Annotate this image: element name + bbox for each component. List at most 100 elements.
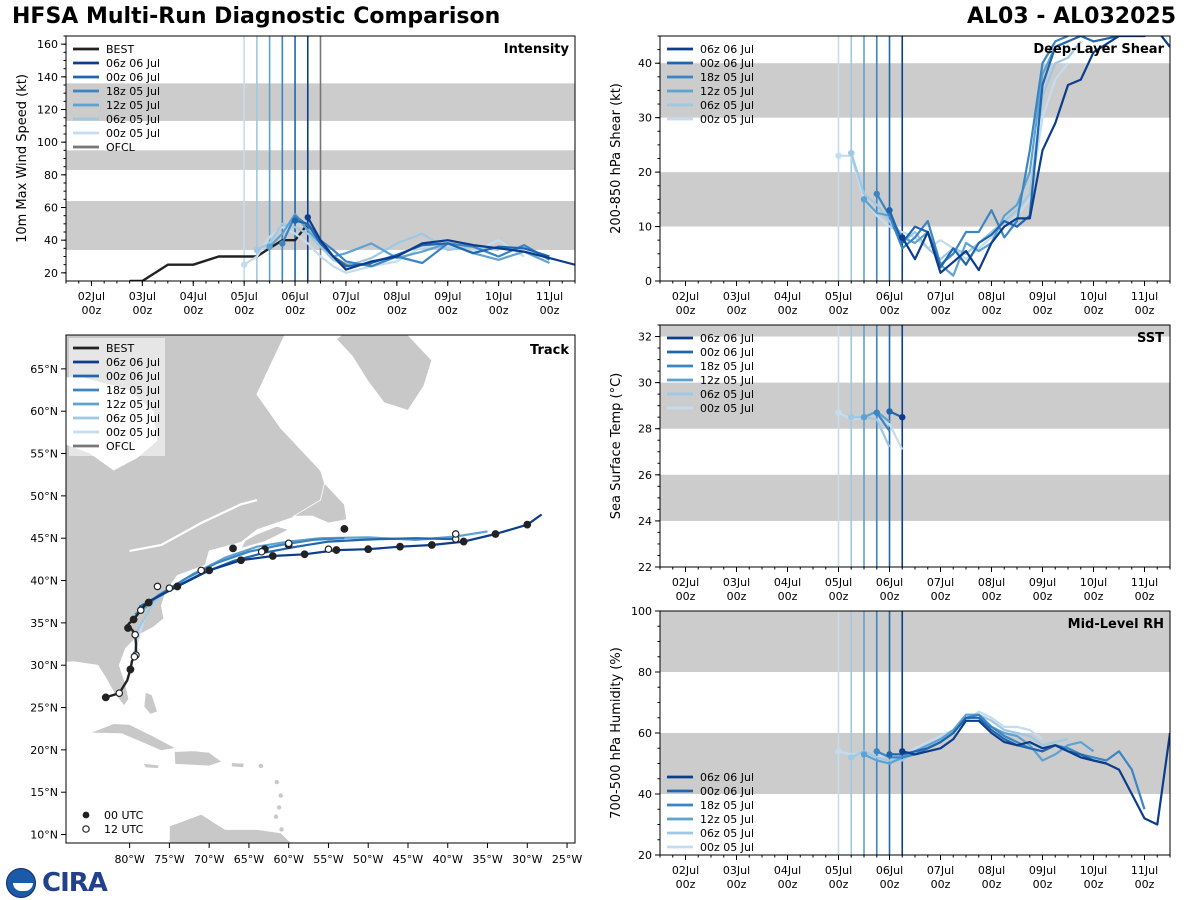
legend-label: 12 UTC	[104, 823, 144, 836]
series-start-point	[886, 207, 893, 214]
track-point-12utc	[197, 566, 206, 575]
figure-title: HFSA Multi-Run Diagnostic Comparison	[12, 4, 501, 29]
legend-label: 00z 05 Jul	[106, 127, 160, 140]
legend-label: 00z 06 Jul	[700, 346, 754, 359]
series-start-point	[848, 413, 855, 421]
x-tick-label: 02Jul	[78, 290, 105, 303]
series-group	[835, 710, 1170, 826]
legend-marker-12utc	[82, 825, 90, 833]
legend-label: 06z 06 Jul	[700, 332, 754, 345]
y-axis-label: 10m Max Wind Speed (kt)	[15, 74, 30, 243]
y-tick-label: 45°N	[30, 532, 58, 545]
x-tick-label: 06Jul	[281, 290, 308, 303]
track-line	[148, 513, 543, 603]
track-point-00utc	[126, 665, 135, 674]
island-land	[274, 779, 279, 785]
x-tick-sublabel: 00z	[727, 878, 747, 891]
x-tick-sublabel: 00z	[829, 590, 849, 603]
x-tick-sublabel: 00z	[982, 304, 1002, 317]
x-tick-sublabel: 00z	[676, 878, 696, 891]
y-tick-label: 30	[638, 112, 652, 125]
y-tick-label: 20	[44, 267, 58, 280]
y-tick-label: 100	[37, 136, 58, 149]
category-band	[660, 474, 1170, 521]
series-start-point	[266, 243, 273, 250]
x-tick-label: 02Jul	[672, 290, 699, 303]
legend-marker-00utc	[82, 811, 90, 819]
x-tick-sublabel: 00z	[676, 304, 696, 317]
track-point-00utc	[491, 530, 500, 538]
legend-label: 06z 06 Jul	[700, 43, 754, 56]
x-tick-sublabel: 00z	[829, 304, 849, 317]
series-start-point	[279, 240, 286, 247]
legend-label: 00z 06 Jul	[106, 71, 160, 84]
jamaica-land	[142, 762, 160, 769]
x-tick-sublabel: 00z	[1033, 878, 1053, 891]
x-tick-label: 40°W	[433, 853, 463, 866]
x-tick-sublabel: 00z	[1033, 304, 1053, 317]
x-tick-sublabel: 00z	[829, 878, 849, 891]
cira-logo-text: CIRA	[42, 868, 108, 898]
legend-label: 06z 05 Jul	[700, 99, 754, 112]
x-tick-sublabel: 00z	[336, 304, 356, 317]
track-point-00utc	[144, 598, 153, 607]
nova-scotia-land	[240, 525, 290, 550]
y-tick-label: 24	[638, 515, 652, 528]
track-point-00utc	[101, 693, 110, 702]
island-land	[278, 793, 283, 798]
x-tick-sublabel: 00z	[540, 304, 560, 317]
x-tick-label: 06Jul	[876, 290, 903, 303]
cira-logo: CIRA	[4, 866, 114, 898]
x-tick-sublabel: 00z	[1135, 878, 1155, 891]
track-point-00utc	[364, 545, 373, 554]
x-tick-sublabel: 00z	[880, 304, 900, 317]
x-tick-sublabel: 00z	[82, 304, 102, 317]
x-tick-label: 25°W	[552, 853, 582, 866]
x-tick-label: 07Jul	[927, 864, 954, 877]
legend-label: OFCL	[106, 141, 136, 154]
y-tick-label: 22	[638, 561, 652, 574]
x-tick-label: 04Jul	[774, 576, 801, 589]
legend-label: 06z 06 Jul	[106, 57, 160, 70]
legend-label: 00 UTC	[104, 809, 144, 822]
x-tick-label: 08Jul	[978, 290, 1005, 303]
best-track-line	[129, 223, 309, 281]
x-tick-label: 09Jul	[1029, 290, 1056, 303]
x-tick-label: 55°W	[313, 853, 343, 866]
legend-label: 06z 05 Jul	[700, 827, 754, 840]
legend-label: 06z 06 Jul	[700, 771, 754, 784]
y-tick-label: 10	[638, 221, 652, 234]
x-tick-sublabel: 00z	[1135, 304, 1155, 317]
x-tick-sublabel: 00z	[982, 590, 1002, 603]
y-tick-label: 35°N	[30, 617, 58, 630]
series-start-point	[835, 409, 842, 416]
y-tick-label: 32	[638, 331, 652, 344]
legend-label: 00z 05 Jul	[106, 426, 160, 439]
track-point-00utc	[173, 582, 182, 591]
legend-label: 18z 05 Jul	[700, 360, 754, 373]
track-point-12utc	[115, 689, 124, 697]
category-band	[660, 611, 1170, 672]
category-band	[660, 325, 1170, 337]
x-tick-sublabel: 00z	[183, 304, 203, 317]
island-land	[273, 814, 279, 819]
y-tick-label: 80	[638, 666, 652, 679]
series-line	[306, 216, 575, 271]
y-tick-label: 15°N	[30, 786, 58, 799]
y-tick-label: 0	[645, 275, 652, 288]
greenland-land	[335, 335, 433, 411]
series-group	[835, 36, 1170, 277]
series-start-point	[886, 751, 893, 758]
legend-label: OFCL	[106, 440, 136, 453]
series-start-point	[848, 754, 855, 761]
track-point-00utc	[124, 624, 132, 632]
legend-label: BEST	[106, 43, 134, 56]
x-tick-label: 05Jul	[825, 864, 852, 877]
x-tick-label: 10Jul	[485, 290, 512, 303]
x-tick-label: 11Jul	[1131, 576, 1158, 589]
x-tick-label: 03Jul	[129, 290, 156, 303]
series-line	[875, 411, 891, 432]
track-point-00utc	[340, 524, 349, 533]
category-band	[660, 382, 1170, 429]
x-tick-label: 06Jul	[876, 576, 903, 589]
